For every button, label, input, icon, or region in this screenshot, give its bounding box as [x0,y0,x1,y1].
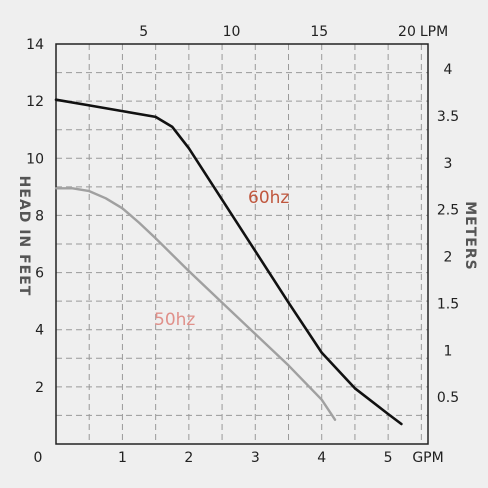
y-tick-label: 6 [35,266,44,282]
y2-tick-label: 2 [444,250,453,266]
y2-tick-label: 1 [444,343,453,359]
series-line-50hz [54,187,337,421]
y-tick-label: 8 [35,208,44,224]
plot-frame [55,43,429,445]
y-axis-title: HEAD IN FEET [16,176,32,297]
x-tick-label: 4 [317,450,326,466]
y2-tick-label: 1.5 [437,296,459,312]
y-tick-label: 2 [35,380,44,396]
series-line-60hz [54,98,403,426]
y2-tick-label: 4 [444,62,453,78]
y-tick-label: 12 [26,94,44,110]
y2-tick-label: 2.5 [437,203,459,219]
y2-tick-label: 3 [444,156,453,172]
y2-tick-label: 0.5 [437,390,459,406]
x-tick-label: 2 [184,450,193,466]
x2-tick-label: 10 [223,24,241,40]
x-tick-label: 1 [118,450,127,466]
series-label-50hz: 50hz [154,310,195,330]
x2-tick-label: 20 [398,24,416,40]
x2-tick-label: 15 [310,24,328,40]
y2-axis-title: METERS [462,201,478,270]
x2-axis-title: LPM [420,24,448,40]
x-axis-title: GPM [412,450,443,466]
x-tick-label: 5 [384,450,393,466]
y-tick-label: 4 [35,323,44,339]
x-tick-label: 3 [251,450,260,466]
y-tick-label: 14 [26,37,44,53]
y2-tick-label: 3.5 [437,109,459,125]
y-tick-label: 10 [26,151,44,167]
x2-tick-label: 5 [139,24,148,40]
series-label-60hz: 60hz [248,188,289,208]
x-tick-label: 0 [34,450,43,466]
